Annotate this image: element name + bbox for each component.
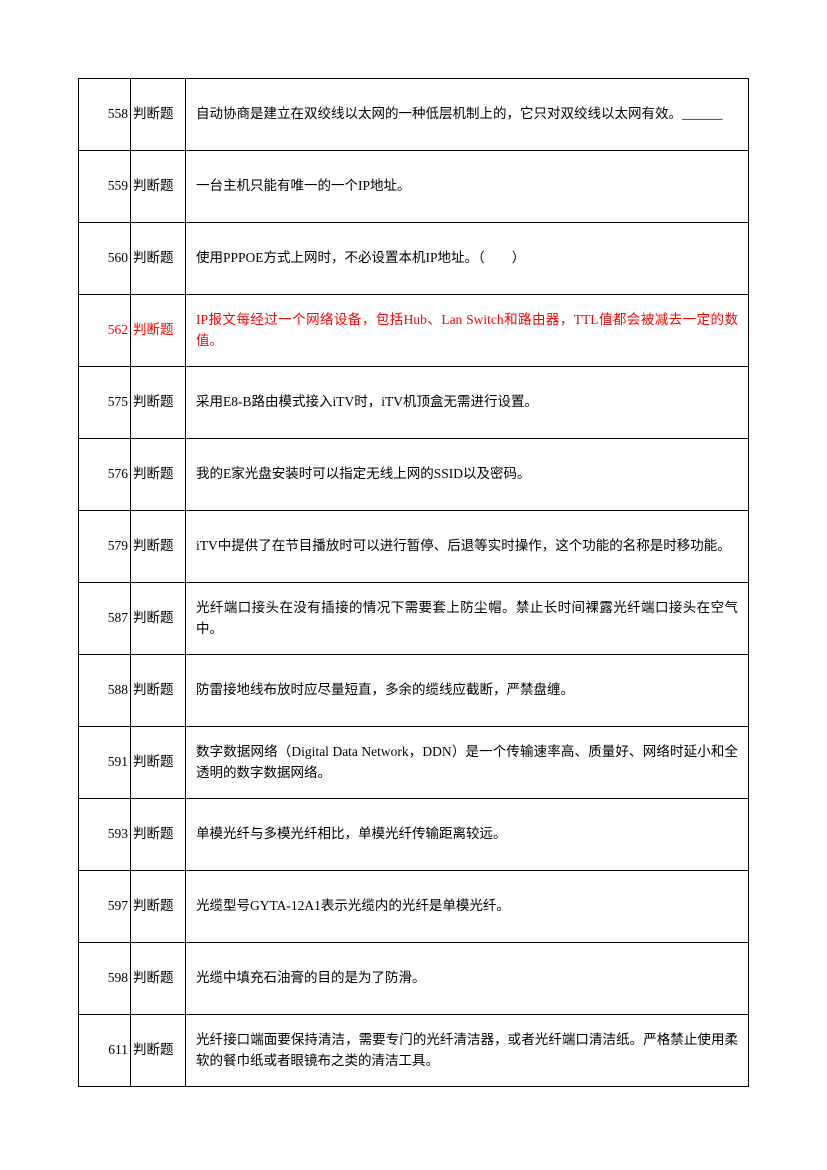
table-row: 576 判断题 我的E家光盘安装时可以指定无线上网的SSID以及密码。 (79, 439, 749, 511)
table-row: 591 判断题 数字数据网络（Digital Data Network，DDN）… (79, 727, 749, 799)
table-row: 559 判断题 一台主机只能有唯一的一个IP地址。 (79, 151, 749, 223)
cell-number: 593 (79, 799, 131, 871)
cell-number: 597 (79, 871, 131, 943)
table-row: 587 判断题 光纤端口接头在没有插接的情况下需要套上防尘帽。禁止长时间裸露光纤… (79, 583, 749, 655)
table-row: 560 判断题 使用PPPOE方式上网时，不必设置本机IP地址。（ ） (79, 223, 749, 295)
cell-type: 判断题 (131, 79, 186, 151)
cell-type: 判断题 (131, 727, 186, 799)
cell-content: 光缆型号GYTA-12A1表示光缆内的光纤是单模光纤。 (186, 871, 749, 943)
table-row: 598 判断题 光缆中填充石油膏的目的是为了防滑。 (79, 943, 749, 1015)
question-table: 558 判断题 自动协商是建立在双绞线以太网的一种低层机制上的，它只对双绞线以太… (78, 78, 749, 1087)
cell-content: 一台主机只能有唯一的一个IP地址。 (186, 151, 749, 223)
table-row: 593 判断题 单模光纤与多模光纤相比，单模光纤传输距离较远。 (79, 799, 749, 871)
cell-number: 579 (79, 511, 131, 583)
table-body: 558 判断题 自动协商是建立在双绞线以太网的一种低层机制上的，它只对双绞线以太… (79, 79, 749, 1087)
cell-type: 判断题 (131, 1015, 186, 1087)
cell-type: 判断题 (131, 367, 186, 439)
cell-type: 判断题 (131, 655, 186, 727)
cell-number: 558 (79, 79, 131, 151)
cell-content: 我的E家光盘安装时可以指定无线上网的SSID以及密码。 (186, 439, 749, 511)
cell-type: 判断题 (131, 583, 186, 655)
cell-content: IP报文每经过一个网络设备，包括Hub、Lan Switch和路由器，TTL值都… (186, 295, 749, 367)
cell-number: 587 (79, 583, 131, 655)
cell-type: 判断题 (131, 943, 186, 1015)
table-row-highlighted: 562 判断题 IP报文每经过一个网络设备，包括Hub、Lan Switch和路… (79, 295, 749, 367)
cell-content: 光缆中填充石油膏的目的是为了防滑。 (186, 943, 749, 1015)
cell-type: 判断题 (131, 511, 186, 583)
cell-type: 判断题 (131, 223, 186, 295)
cell-content: 防雷接地线布放时应尽量短直，多余的缆线应截断，严禁盘缠。 (186, 655, 749, 727)
cell-number: 611 (79, 1015, 131, 1087)
cell-content: iTV中提供了在节目播放时可以进行暂停、后退等实时操作，这个功能的名称是时移功能… (186, 511, 749, 583)
cell-number: 591 (79, 727, 131, 799)
cell-content: 自动协商是建立在双绞线以太网的一种低层机制上的，它只对双绞线以太网有效。____… (186, 79, 749, 151)
table-row: 579 判断题 iTV中提供了在节目播放时可以进行暂停、后退等实时操作，这个功能… (79, 511, 749, 583)
table-row: 588 判断题 防雷接地线布放时应尽量短直，多余的缆线应截断，严禁盘缠。 (79, 655, 749, 727)
cell-number: 562 (79, 295, 131, 367)
cell-content: 光纤端口接头在没有插接的情况下需要套上防尘帽。禁止长时间裸露光纤端口接头在空气中… (186, 583, 749, 655)
table-row: 575 判断题 采用E8-B路由模式接入iTV时，iTV机顶盒无需进行设置。 (79, 367, 749, 439)
cell-content: 单模光纤与多模光纤相比，单模光纤传输距离较远。 (186, 799, 749, 871)
cell-number: 588 (79, 655, 131, 727)
cell-number: 576 (79, 439, 131, 511)
cell-type: 判断题 (131, 439, 186, 511)
cell-number: 575 (79, 367, 131, 439)
cell-type: 判断题 (131, 151, 186, 223)
table-row: 558 判断题 自动协商是建立在双绞线以太网的一种低层机制上的，它只对双绞线以太… (79, 79, 749, 151)
table-row: 611 判断题 光纤接口端面要保持清洁，需要专门的光纤清洁器，或者光纤端口清洁纸… (79, 1015, 749, 1087)
cell-type: 判断题 (131, 295, 186, 367)
cell-number: 560 (79, 223, 131, 295)
cell-type: 判断题 (131, 799, 186, 871)
cell-number: 598 (79, 943, 131, 1015)
cell-type: 判断题 (131, 871, 186, 943)
cell-content: 数字数据网络（Digital Data Network，DDN）是一个传输速率高… (186, 727, 749, 799)
table-row: 597 判断题 光缆型号GYTA-12A1表示光缆内的光纤是单模光纤。 (79, 871, 749, 943)
cell-content: 采用E8-B路由模式接入iTV时，iTV机顶盒无需进行设置。 (186, 367, 749, 439)
document-page: 558 判断题 自动协商是建立在双绞线以太网的一种低层机制上的，它只对双绞线以太… (0, 0, 827, 1165)
cell-number: 559 (79, 151, 131, 223)
cell-content: 光纤接口端面要保持清洁，需要专门的光纤清洁器，或者光纤端口清洁纸。严格禁止使用柔… (186, 1015, 749, 1087)
cell-content: 使用PPPOE方式上网时，不必设置本机IP地址。（ ） (186, 223, 749, 295)
